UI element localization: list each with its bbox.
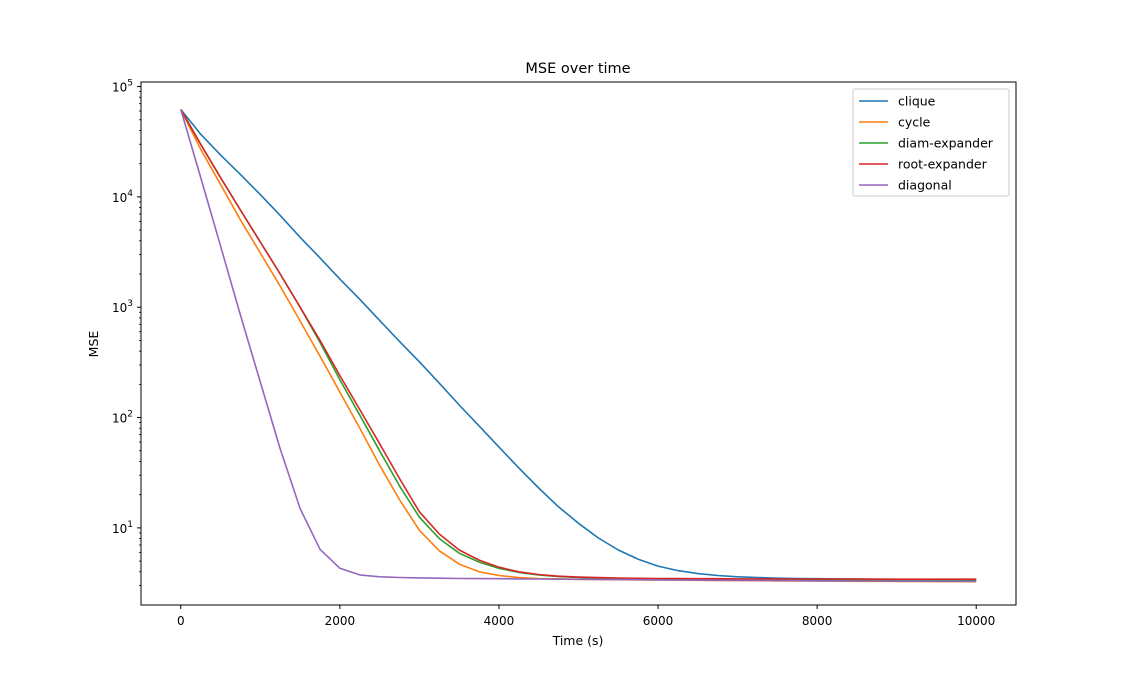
y-axis-label: MSE: [86, 331, 101, 358]
y-tick-label: 104: [112, 189, 133, 205]
x-tick-label: 8000: [802, 614, 833, 628]
series-line-root-expander: [180, 109, 977, 581]
x-axis: 0 2000 4000 6000 8000 10000: [177, 605, 995, 628]
legend: clique cycle diam-expander root-expander dia…: [852, 88, 1010, 197]
x-tick-label: 6000: [643, 614, 674, 628]
y-tick-label: 101: [112, 520, 133, 536]
series-layer: [180, 108, 977, 583]
legend-label-root-expander: root-expander: [898, 157, 988, 172]
x-tick-label: 4000: [484, 614, 515, 628]
y-axis: 101 102 103 104 105: [112, 79, 141, 586]
legend-label-diam-expander: diam-expander: [898, 136, 994, 151]
chart-title: MSE over time: [525, 61, 630, 77]
x-tick-label: 2000: [325, 614, 356, 628]
x-axis-label: Time (s): [552, 633, 604, 648]
plot-frame: [140, 81, 1017, 606]
legend-label-clique: clique: [898, 94, 936, 109]
legend-label-diagonal: diagonal: [898, 178, 952, 193]
x-tick-label: 0: [177, 614, 185, 628]
legend-label-cycle: cycle: [898, 115, 931, 130]
series-line-diagonal: [180, 109, 977, 583]
y-tick-label: 103: [112, 299, 133, 315]
x-tick-label: 10000: [957, 614, 995, 628]
y-tick-label: 102: [112, 410, 133, 426]
legend-frame: [852, 88, 1010, 197]
y-tick-label: 105: [112, 79, 133, 95]
